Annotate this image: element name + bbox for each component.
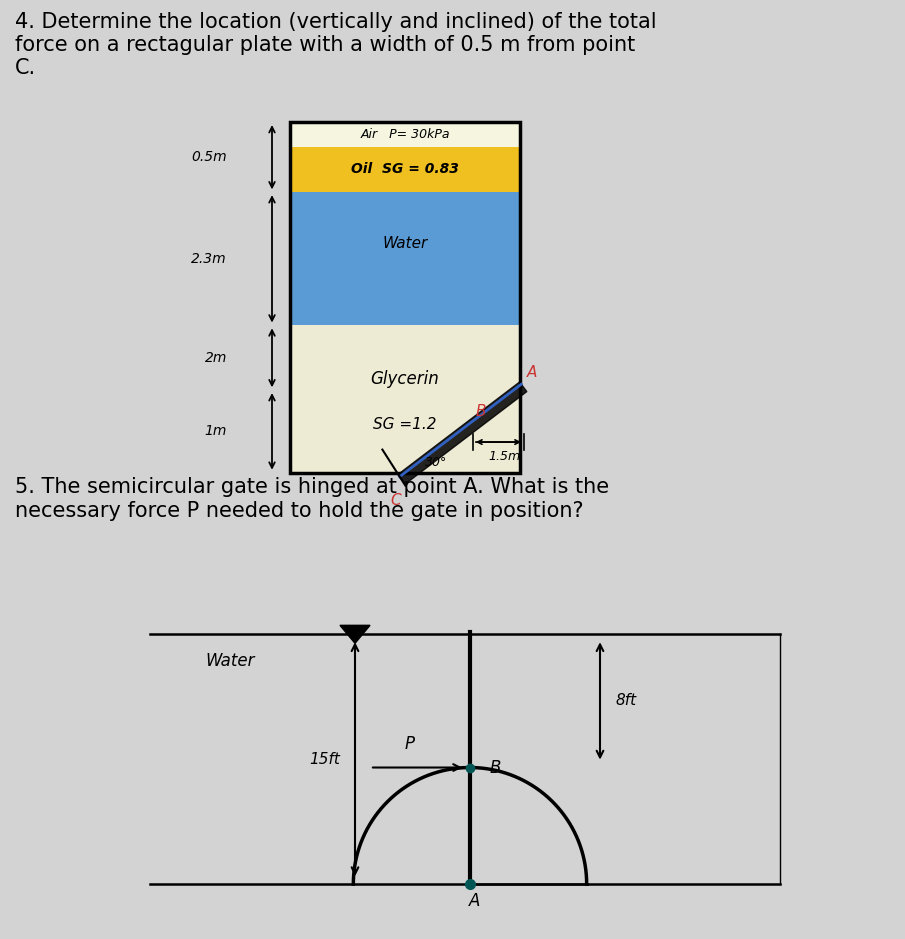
Bar [290,326,520,472]
Text: P: P [405,734,415,752]
Text: B: B [490,759,501,777]
Bar [290,146,520,192]
Text: 5. The semicircular gate is hinged at point A. What is the
necessary force P nee: 5. The semicircular gate is hinged at po… [15,478,609,521]
Text: Oil  SG = 0.83: Oil SG = 0.83 [351,162,459,177]
Text: 2m: 2m [205,351,227,365]
Text: 4. Determine the location (vertically and inclined) of the total
force on a rect: 4. Determine the location (vertically an… [15,12,657,79]
Text: Water: Water [205,653,254,670]
Text: B: B [476,404,486,419]
Bar [290,192,520,326]
Text: 8ft: 8ft [615,693,636,708]
Text: 1m: 1m [205,424,227,439]
Bar [290,122,520,146]
Text: C: C [390,493,401,508]
Text: A: A [527,365,538,380]
Text: 30°: 30° [425,455,448,469]
Text: A: A [470,892,481,910]
Text: Glycerin: Glycerin [371,370,439,388]
Text: 1.5m: 1.5m [489,450,520,463]
Text: 0.5m: 0.5m [191,150,227,164]
Text: 15ft: 15ft [310,752,340,766]
Text: 2.3m: 2.3m [191,252,227,266]
Bar [290,122,520,472]
Text: Air   P= 30kPa: Air P= 30kPa [360,128,450,141]
Text: Water: Water [383,237,428,252]
Polygon shape [340,625,370,643]
Polygon shape [398,382,527,484]
Text: SG =1.2: SG =1.2 [373,417,437,432]
